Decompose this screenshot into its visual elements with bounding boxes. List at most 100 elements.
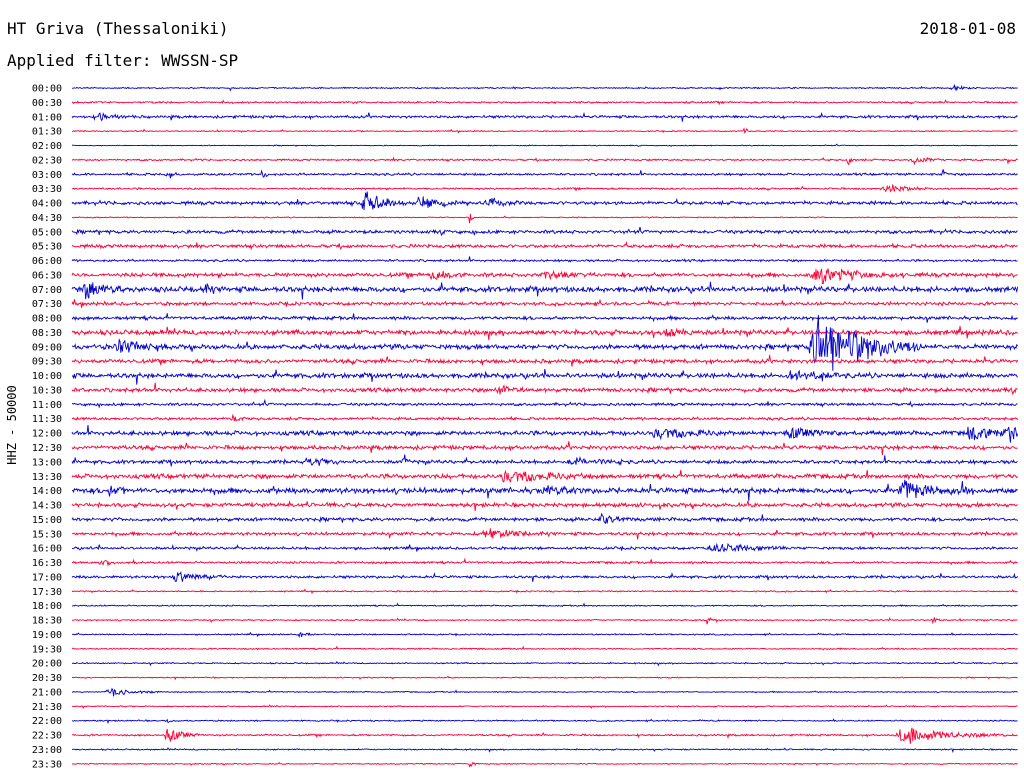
trace-row-1700 — [71, 571, 1018, 583]
time-label-1800: 18:00 — [32, 601, 62, 612]
trace-row-1030 — [71, 382, 1018, 396]
trace-row-1430 — [71, 500, 1018, 512]
time-label-0030: 00:30 — [32, 98, 62, 109]
time-label-1230: 12:30 — [32, 443, 62, 454]
time-label-2030: 20:30 — [32, 673, 62, 684]
trace-row-0430 — [72, 214, 1018, 224]
trace-row-0030 — [71, 99, 1018, 106]
time-label-2100: 21:00 — [32, 687, 62, 698]
time-label-0730: 07:30 — [32, 299, 62, 310]
trace-row-2130 — [71, 704, 1018, 710]
time-label-0100: 01:00 — [32, 112, 62, 123]
trace-row-0630 — [71, 268, 1018, 284]
time-label-0400: 04:00 — [32, 199, 62, 210]
time-label-0500: 05:00 — [32, 227, 62, 238]
time-label-2230: 22:30 — [32, 731, 62, 742]
time-label-1730: 17:30 — [32, 587, 62, 598]
trace-row-1000 — [71, 368, 1018, 385]
time-label-1330: 13:30 — [32, 472, 62, 483]
trace-row-1930 — [71, 645, 1018, 651]
trace-row-0800 — [71, 313, 1018, 323]
trace-row-1300 — [71, 454, 1018, 467]
trace-row-0830 — [71, 325, 1018, 340]
trace-row-1330 — [71, 469, 1018, 483]
time-label-1300: 13:00 — [32, 457, 62, 468]
time-label-0330: 03:30 — [32, 184, 62, 195]
time-label-2200: 22:00 — [32, 716, 62, 727]
trace-row-1500 — [71, 512, 1018, 525]
time-label-1630: 16:30 — [32, 558, 62, 569]
trace-row-1600 — [71, 542, 1018, 553]
time-label-2300: 23:00 — [32, 745, 62, 756]
trace-row-0400 — [71, 191, 1018, 211]
time-label-1400: 14:00 — [32, 486, 62, 497]
trace-row-1530 — [71, 528, 1018, 540]
time-label-0430: 04:30 — [32, 213, 62, 224]
trace-row-0930 — [71, 354, 1019, 367]
time-label-0900: 09:00 — [32, 342, 62, 353]
trace-row-0230 — [71, 156, 1018, 166]
time-label-0930: 09:30 — [32, 357, 62, 368]
time-label-2130: 21:30 — [32, 702, 62, 713]
trace-row-0000 — [71, 83, 1018, 92]
time-label-0600: 06:00 — [32, 256, 62, 267]
trace-row-2330 — [71, 761, 1018, 768]
time-label-2000: 20:00 — [32, 659, 62, 670]
trace-row-0700 — [71, 281, 1019, 300]
record-date: 2018-01-08 — [919, 19, 1016, 38]
time-label-0830: 08:30 — [32, 328, 62, 339]
time-label-1600: 16:00 — [32, 544, 62, 555]
trace-row-0130 — [71, 127, 1018, 134]
trace-row-1200 — [71, 425, 1019, 443]
trace-row-2030 — [71, 675, 1018, 681]
trace-row-2000 — [71, 660, 1018, 667]
time-label-0700: 07:00 — [32, 285, 62, 296]
trace-row-0900 — [71, 314, 1018, 371]
time-label-1830: 18:30 — [32, 616, 62, 627]
trace-row-1230 — [71, 441, 1018, 455]
trace-row-0330 — [71, 184, 1018, 193]
time-label-0300: 03:00 — [32, 170, 62, 181]
time-label-0530: 05:30 — [32, 242, 62, 253]
time-label-1700: 17:00 — [32, 572, 62, 583]
trace-row-0500 — [71, 226, 1018, 237]
time-label-1900: 19:00 — [32, 630, 62, 641]
time-label-1930: 19:30 — [32, 644, 62, 655]
time-label-1430: 14:30 — [32, 501, 62, 512]
time-label-1000: 10:00 — [32, 371, 62, 382]
trace-row-2200 — [71, 718, 1018, 725]
trace-row-0530 — [71, 241, 1018, 251]
trace-row-1830 — [71, 617, 1018, 625]
trace-row-0730 — [71, 298, 1018, 308]
trace-row-1900 — [71, 631, 1018, 639]
time-label-0130: 01:30 — [32, 127, 62, 138]
trace-row-0600 — [71, 256, 1018, 263]
time-label-1530: 15:30 — [32, 529, 62, 540]
time-label-0630: 06:30 — [32, 270, 62, 281]
trace-row-1800 — [72, 602, 1018, 608]
time-label-1500: 15:00 — [32, 515, 62, 526]
trace-row-2230 — [72, 727, 1018, 744]
time-label-0200: 02:00 — [32, 141, 62, 152]
time-label-1130: 11:30 — [32, 414, 62, 425]
station-title: HT Griva (Thessaloniki) — [7, 19, 229, 38]
time-label-0230: 02:30 — [32, 155, 62, 166]
trace-row-1400 — [72, 479, 1018, 501]
filter-label: Applied filter: WWSSN-SP — [7, 51, 239, 70]
trace-row-2300 — [71, 747, 1018, 753]
time-label-1030: 10:30 — [32, 385, 62, 396]
trace-row-0200 — [71, 143, 1018, 148]
trace-row-1130 — [71, 413, 1018, 422]
time-label-0800: 08:00 — [32, 314, 62, 325]
time-label-1100: 11:00 — [32, 400, 62, 411]
trace-row-1100 — [71, 398, 1018, 409]
trace-row-0100 — [71, 111, 1018, 122]
time-label-1200: 12:00 — [32, 429, 62, 440]
trace-row-2100 — [71, 687, 1018, 697]
trace-row-1730 — [71, 588, 1018, 595]
trace-row-1630 — [71, 557, 1018, 567]
time-label-2330: 23:30 — [32, 759, 62, 770]
time-label-0000: 00:00 — [32, 84, 62, 95]
trace-row-0300 — [71, 169, 1018, 179]
